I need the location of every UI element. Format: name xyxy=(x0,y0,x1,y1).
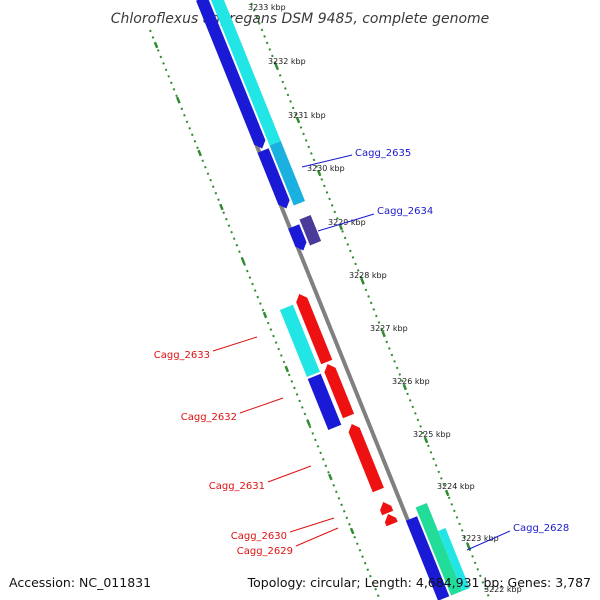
forward-gene-labels: Cagg_2635 Cagg_2634 Cagg_2628 xyxy=(301,148,569,551)
scale-label: 3225 kbp xyxy=(413,430,451,439)
map-title: Chloroflexus aggregans DSM 9485, complet… xyxy=(111,11,490,27)
major-tick xyxy=(175,96,181,104)
scale-label: 3233 kbp xyxy=(248,3,286,12)
major-tick xyxy=(153,41,159,49)
gene-label-cagg-2631: Cagg_2631 xyxy=(209,481,265,492)
gene-label-cagg-2630: Cagg_2630 xyxy=(231,531,287,542)
gene-feature xyxy=(279,304,320,377)
scale-label: 3228 kbp xyxy=(349,271,387,280)
gene-label-cagg-2632: Cagg_2632 xyxy=(181,412,237,423)
gene-feature xyxy=(210,0,281,146)
outer-tick-ring xyxy=(248,0,491,600)
major-tick xyxy=(197,149,202,157)
gene-feature xyxy=(415,503,463,596)
major-tick xyxy=(402,383,408,391)
gene-feature xyxy=(257,148,290,209)
scale-label: 3223 kbp xyxy=(461,534,499,543)
gene-feature xyxy=(380,502,394,516)
major-tick xyxy=(360,277,365,285)
reverse-gene-labels: Cagg_2633 Cagg_2632 Cagg_2631 Cagg_2630 … xyxy=(154,336,339,557)
major-tick xyxy=(284,365,290,373)
scale-label: 3224 kbp xyxy=(437,482,475,491)
gene-feature xyxy=(307,373,342,430)
accession-text: Accession: NC_011831 xyxy=(9,575,151,590)
gene-label-cagg-2633: Cagg_2633 xyxy=(154,350,210,361)
major-tick xyxy=(349,527,355,535)
major-tick xyxy=(306,419,311,427)
major-tick xyxy=(240,257,246,265)
scale-label: 3232 kbp xyxy=(268,57,306,66)
major-tick xyxy=(219,203,224,211)
scale-label: 3226 kbp xyxy=(392,377,430,386)
gene-feature xyxy=(405,516,450,600)
major-tick xyxy=(444,489,450,497)
major-tick xyxy=(295,116,301,124)
major-tick xyxy=(274,62,279,70)
scale-label: 3230 kbp xyxy=(307,164,345,173)
gene-feature xyxy=(384,514,398,527)
major-tick xyxy=(381,330,386,338)
gene-feature xyxy=(269,141,305,206)
inner-tick-ring xyxy=(149,29,381,600)
gene-label-cagg-2628: Cagg_2628 xyxy=(513,523,569,534)
gene-feature xyxy=(296,294,333,365)
major-tick xyxy=(262,311,268,319)
major-tick xyxy=(328,473,333,481)
scale-label: 3227 kbp xyxy=(370,324,408,333)
gene-feature xyxy=(196,0,266,149)
gene-feature xyxy=(288,224,307,251)
major-tick xyxy=(338,223,344,231)
scale-label: 3231 kbp xyxy=(288,111,326,120)
gene-label-cagg-2634: Cagg_2634 xyxy=(377,206,433,217)
major-tick xyxy=(466,542,471,550)
gene-feature xyxy=(348,424,384,493)
major-tick xyxy=(423,436,429,444)
topology-text: Topology: circular; Length: 4,684,931 bp… xyxy=(247,575,591,590)
gene-label-cagg-2635: Cagg_2635 xyxy=(355,148,411,159)
gene-features xyxy=(196,0,470,600)
gene-feature xyxy=(299,215,322,246)
gene-label-cagg-2629: Cagg_2629 xyxy=(237,546,293,557)
gene-feature xyxy=(324,364,355,419)
scale-label: 3222 kbp xyxy=(484,585,522,594)
gene-feature xyxy=(438,528,470,591)
major-tick xyxy=(316,169,322,177)
